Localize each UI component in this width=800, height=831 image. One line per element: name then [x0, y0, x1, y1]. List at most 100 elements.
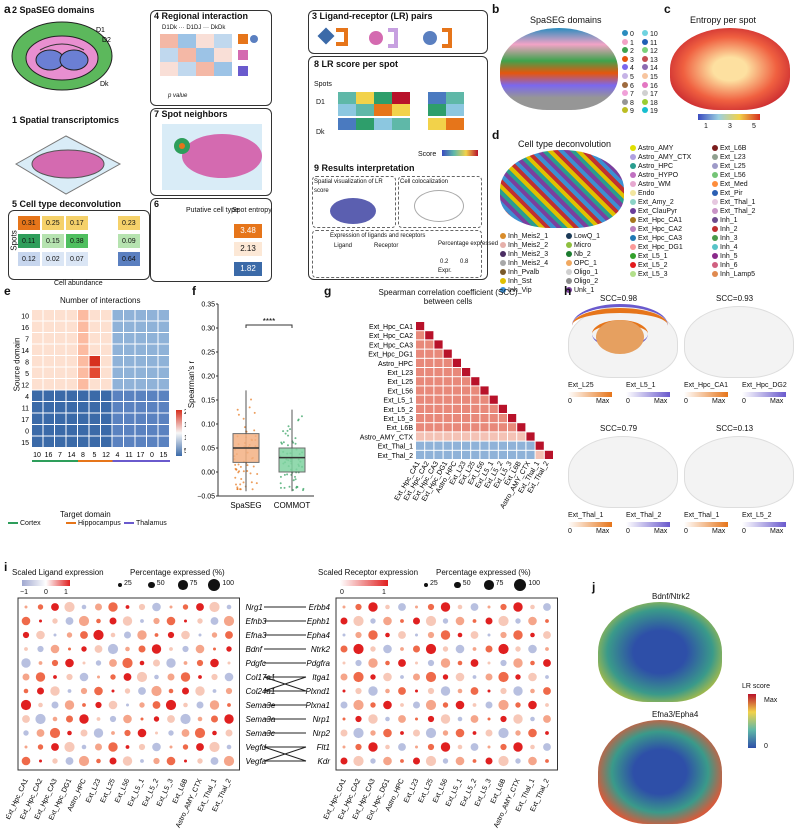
receptor-dot	[341, 618, 348, 625]
receptor-dot	[370, 702, 375, 707]
interaction-cell	[67, 345, 78, 356]
ligand-dot	[139, 604, 145, 610]
f-ytick: 0.05	[201, 446, 215, 453]
domain-group-swatch	[66, 522, 76, 524]
celltype-legend-item: Micro	[566, 241, 591, 250]
receptor-dot	[486, 702, 493, 709]
interaction-cell	[101, 402, 112, 413]
celltype-legend-dot	[712, 199, 718, 205]
ligand-dot	[36, 631, 45, 640]
scc-cell	[444, 423, 452, 431]
scc-example-bar-a	[684, 522, 728, 527]
domain-legend-dot	[622, 99, 628, 105]
celltype-legend-label: Inh_Lamp5	[720, 271, 755, 278]
celltype-legend-label: Astro_AMY_CTX	[638, 154, 691, 161]
scc-cell	[416, 405, 424, 413]
interaction-cell	[113, 425, 124, 436]
interaction-cell	[78, 322, 89, 333]
ligand-dot	[52, 702, 59, 709]
interaction-cell	[78, 345, 89, 356]
interaction-cell	[78, 391, 89, 402]
celltype-legend-item: Inh_Meis2_4	[500, 259, 548, 268]
receptor-dot	[443, 618, 448, 623]
celltype-legend-label: Ext_ClauPyr	[638, 208, 677, 215]
interaction-cell	[147, 414, 158, 425]
scc-cell	[425, 368, 433, 376]
source-domain-tick: 11	[22, 406, 29, 413]
celltype-legend-dot	[630, 181, 636, 187]
receptor-dot	[441, 658, 450, 667]
panel-b-label: b	[492, 2, 499, 16]
receptor-expr-colorbar	[340, 580, 388, 586]
receptor-dot	[415, 718, 418, 721]
interaction-cell	[101, 437, 112, 448]
ligand-dot	[224, 616, 234, 626]
expression-title: Expression of ligands and receptors	[330, 232, 425, 241]
celltype-legend-dot	[500, 242, 506, 248]
celltype-legend-dot	[500, 260, 506, 266]
receptor-dot	[343, 662, 346, 665]
target-domain-tick: 14	[68, 452, 76, 459]
celltype-legend-item: Inh_6	[712, 261, 738, 270]
d2-label: D2	[102, 37, 111, 44]
receptor-dot	[515, 646, 520, 651]
interaction-cell	[101, 345, 112, 356]
receptor-dot	[545, 731, 549, 735]
receptor-dot	[398, 715, 406, 723]
scc-example-max: Max	[712, 398, 725, 405]
domain-legend-dot	[622, 30, 628, 36]
source-domain-tick: 10	[21, 314, 29, 321]
celltype-legend-item: Inh_4	[712, 243, 738, 252]
interaction-cell	[44, 345, 55, 356]
receptor-label: Plxnd1	[306, 687, 330, 696]
interaction-cell	[136, 310, 147, 321]
interaction-cell	[124, 414, 135, 425]
scc-cell	[453, 368, 461, 376]
domain-group-item: Hippocampus	[66, 520, 121, 527]
f-point	[281, 443, 283, 445]
receptor-dot	[456, 673, 465, 682]
receptor-dot	[443, 730, 448, 735]
interactions-heatmap: 1016714851241117015101671485124111701520…	[16, 306, 186, 512]
scc-example-brain	[684, 436, 794, 508]
ligand-label: Pdgfc	[246, 659, 266, 668]
interaction-cell	[67, 391, 78, 402]
receptor-dot	[383, 673, 392, 682]
receptor-dot	[458, 717, 463, 722]
scc-cell	[490, 423, 498, 431]
f-point	[280, 482, 282, 484]
receptor-dot	[341, 646, 348, 653]
ligand-dot	[50, 728, 60, 738]
ligand-dot	[199, 634, 202, 637]
scc-cell	[416, 386, 424, 394]
spot-neighbors-illustration	[162, 124, 262, 190]
celltype-legend-label: Inh_5	[720, 253, 738, 260]
ligand-dot	[123, 756, 132, 765]
celltype-legend-label: Ext_L5_1	[638, 253, 668, 260]
celltype-legend-item: Ext_Thal_2	[712, 207, 755, 216]
cell-r0c0: 0.31	[22, 219, 36, 228]
f-point	[238, 470, 240, 472]
interaction-cell	[55, 356, 66, 367]
interaction-cell	[44, 414, 55, 425]
ligand-dot	[181, 631, 190, 640]
panel-a-label: a	[4, 2, 11, 16]
spearman-ylabel: Spearman's r	[187, 361, 196, 408]
interaction-cell	[159, 356, 170, 367]
scc-title: Spearman correlation coefficient (SCC) b…	[368, 288, 528, 306]
celltype-legend-dot	[712, 163, 718, 169]
f-point	[289, 486, 291, 488]
target-domain-tick: 0	[150, 452, 154, 459]
entropy-colorbar	[698, 114, 760, 120]
ligand-dot	[227, 605, 232, 610]
ligand-dot	[52, 660, 58, 666]
scc-cell	[471, 377, 479, 385]
scc-cell	[462, 405, 470, 413]
ligand-dot	[97, 717, 101, 721]
source-domain-tick: 14	[21, 348, 29, 355]
f-group-label: COMMOT	[274, 501, 311, 510]
entropy-map	[670, 28, 790, 110]
scc-example-brain	[568, 436, 678, 508]
ligand-dot	[152, 644, 161, 653]
celltype-legend-dot	[500, 251, 506, 257]
